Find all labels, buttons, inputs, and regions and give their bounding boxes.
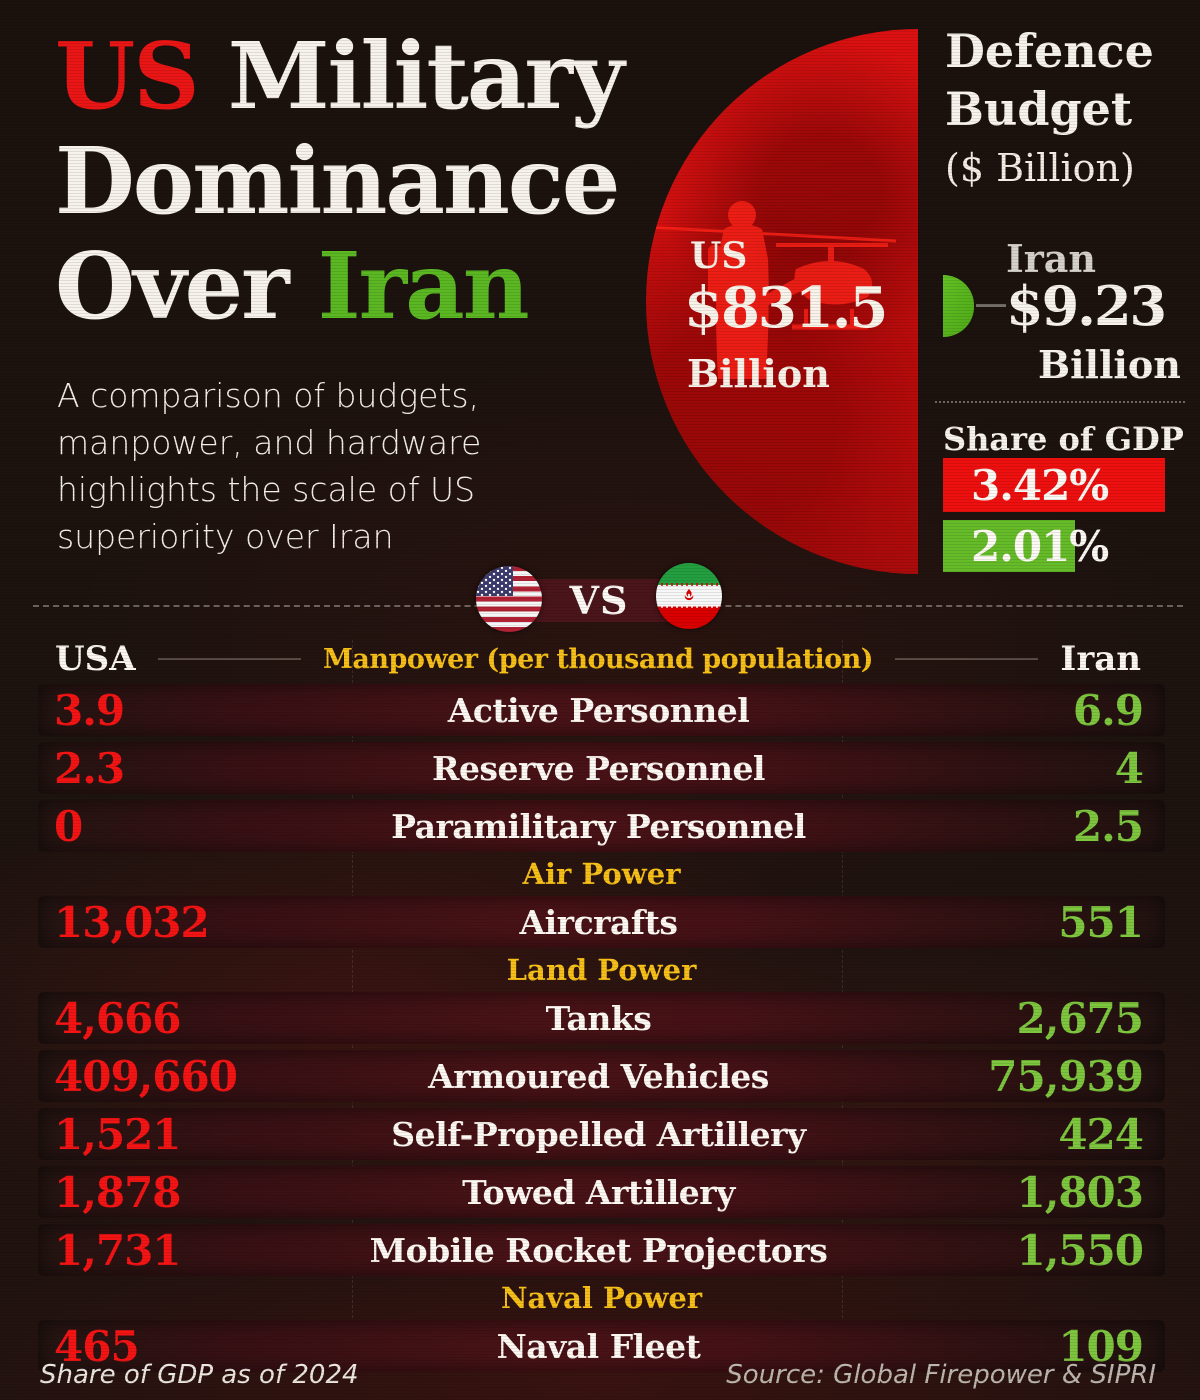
comparison-table: USA Manpower (per thousand population) I… [38,639,1165,1372]
budget-heading: Defence Budget [945,22,1154,138]
row-label: Reserve Personnel [432,748,765,788]
header-rule [895,658,1039,660]
title-line-2: Dominance [55,127,620,235]
table-row: 1,878 Towed Artillery 1,803 [38,1166,1165,1218]
row-label: Aircrafts [519,902,678,942]
iran-budget-label: Iran [1006,236,1097,281]
footnote-gdp-year: Share of GDP as of 2024 [40,1360,359,1390]
iran-value: 1,550 [1016,1225,1144,1275]
row-label: Towed Artillery [462,1172,735,1212]
us-budget-label: US [690,235,748,277]
subtitle-line: superiority over Iran [57,517,394,556]
iran-budget-value: $9.23 [1006,274,1167,338]
usa-value: 13,032 [54,897,210,947]
title-line-3: Over Iran [55,234,622,339]
row-label: Active Personnel [447,690,750,730]
gdp-heading: Share of GDP [943,420,1184,458]
table-row: 4,666 Tanks 2,675 [38,992,1165,1044]
subtitle-line: A comparison of budgets, [57,376,480,415]
row-label: Self-Propelled Artillery [391,1114,806,1154]
iran-value: 1,803 [1016,1167,1144,1217]
subtitle: A comparison of budgets, manpower, and h… [57,372,481,560]
row-label: Armoured Vehicles [428,1056,769,1096]
us-budget-unit: Billion [687,351,830,396]
iran-value: 6.9 [1072,685,1144,735]
iran-budget-unit: Billion [1038,342,1181,387]
us-budget-semicircle: US $831.5 Billion [646,29,918,574]
title-line-1: US Military [55,22,625,130]
title-us: US [55,22,200,130]
title-military: Military [197,22,625,130]
us-budget-value: $831.5 [684,275,888,341]
iran-value: 2.5 [1072,801,1144,851]
title-over: Over [55,232,318,340]
iran-flag-band [656,583,722,587]
gdp-iran-value: 2.01% [971,521,1109,571]
iran-budget-semicircle [943,275,974,337]
row-label: Paramilitary Personnel [391,806,806,846]
table-row: 2.3 Reserve Personnel 4 [38,742,1165,794]
title-iran: Iran [317,232,530,340]
section-label-land-power: Land Power [506,953,697,987]
iran-value: 424 [1058,1109,1144,1159]
iran-flag-band [656,605,722,609]
page-title: US Military Dominance Over Iran [55,22,625,339]
subtitle-line: highlights the scale of US [57,470,476,509]
table-row: 1,521 Self-Propelled Artillery 424 [38,1108,1165,1160]
iran-column-header: Iran [1060,639,1141,679]
soldier-helicopter-icon [646,201,897,379]
row-label: Mobile Rocket Projectors [369,1230,828,1270]
gdp-bar-iran: 2.01% [943,520,1109,572]
manpower-section-header: Manpower (per thousand population) [322,643,874,675]
budget-unit-note: ($ Billion) [945,146,1135,190]
table-row: 1,731 Mobile Rocket Projectors 1,550 [38,1224,1165,1276]
gdp-us-value: 3.42% [971,460,1109,510]
iran-value: 109 [1058,1321,1144,1371]
divider-dotted [935,401,1185,403]
iran-emblem-icon [684,588,694,601]
usa-value: 465 [54,1321,140,1371]
usa-value: 3.9 [54,685,125,735]
table-row: 409,660 Armoured Vehicles 75,939 [38,1050,1165,1102]
usa-value: 2.3 [54,743,125,793]
us-flag-canton [476,566,513,597]
table-row: 465 Naval Fleet 109 [38,1320,1165,1372]
usa-value: 1,731 [54,1225,182,1275]
section-label-air-power: Air Power [522,857,681,891]
usa-value: 0 [54,801,83,851]
vs-label: VS [569,578,629,623]
iran-value: 75,939 [988,1051,1144,1101]
gdp-bar-us: 3.42% [943,458,1165,512]
budget-heading-line: Budget [945,82,1133,136]
subtitle-line: manpower, and hardware [57,423,482,462]
budget-heading-line: Defence [945,24,1154,78]
row-label: Naval Fleet [496,1326,701,1366]
table-row: 0 Paramilitary Personnel 2.5 [38,800,1165,852]
header-rule [157,658,301,660]
iran-connector-line [976,304,1006,307]
source-credit: Source: Global Firepower & SIPRI [726,1360,1156,1390]
row-label: Tanks [545,998,652,1038]
usa-column-header: USA [55,639,136,679]
iran-value: 4 [1114,743,1144,793]
table-row: 13,032 Aircrafts 551 [38,896,1165,948]
section-label-naval-power: Naval Power [500,1281,703,1315]
table-header: USA Manpower (per thousand population) I… [38,639,1165,679]
usa-value: 1,878 [54,1167,182,1217]
usa-value: 409,660 [54,1051,238,1101]
us-flag-icon [476,566,542,632]
usa-value: 1,521 [54,1109,182,1159]
iran-value: 2,675 [1016,993,1144,1043]
iran-flag-icon [656,563,722,629]
iran-value: 551 [1058,897,1144,947]
usa-value: 4,666 [54,993,182,1043]
table-row: 3.9 Active Personnel 6.9 [38,684,1165,736]
